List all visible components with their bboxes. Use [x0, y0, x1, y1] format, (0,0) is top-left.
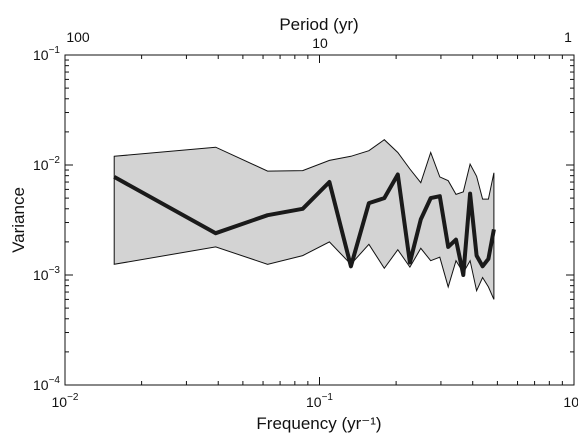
x-axis-label: Frequency (yr⁻¹) [256, 414, 381, 433]
y-tick-label: 10−1 [33, 45, 60, 63]
x-tick-label: 100 [563, 392, 578, 410]
y-axis-label: Variance [9, 187, 28, 253]
y-tick-label: 10−2 [33, 155, 60, 173]
top-tick-label-100: 100 [66, 29, 90, 45]
variance-series-line [113, 172, 496, 277]
top-tick-label-10: 10 [312, 35, 328, 51]
x-tick-label: 10−1 [306, 392, 333, 410]
x-tick-label: 10−2 [52, 392, 79, 410]
y-tick-label: 10−4 [33, 375, 60, 393]
top-axis-label: Period (yr) [279, 15, 358, 34]
confidence-band [113, 139, 495, 300]
y-tick-label: 10−3 [33, 265, 60, 283]
top-tick-label-1: 1 [564, 29, 572, 45]
